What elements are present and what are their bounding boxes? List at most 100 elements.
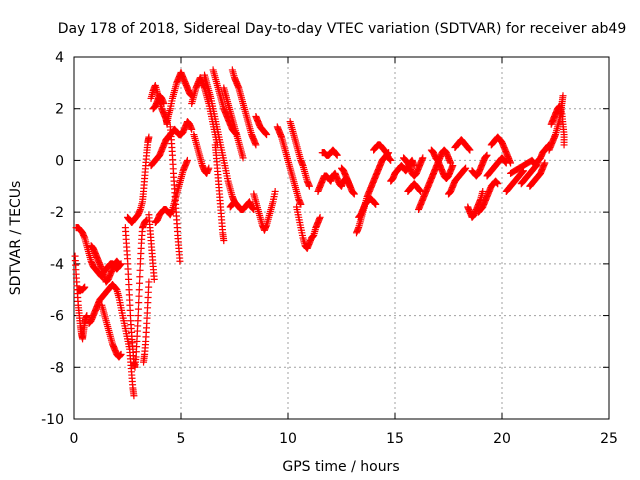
data-point — [145, 133, 153, 141]
series-sat-c — [74, 283, 89, 294]
series-sat-u — [220, 84, 247, 162]
data-point — [297, 200, 305, 208]
grid-lines — [74, 57, 609, 419]
y-tick-label: 2 — [55, 102, 64, 118]
series-sat-at — [487, 133, 515, 167]
data-point — [559, 92, 567, 100]
data-point — [333, 151, 341, 159]
x-tick-label: 5 — [177, 431, 186, 447]
data-point — [305, 182, 313, 190]
series-sat-ab — [293, 203, 324, 252]
series-sat-z — [273, 123, 305, 208]
x-tick-label: 20 — [493, 431, 511, 447]
series-sat-ar — [474, 177, 502, 216]
x-tick-label: 15 — [386, 431, 404, 447]
series-sat-t — [211, 141, 228, 245]
data-point — [350, 190, 358, 198]
series-sat-an — [445, 164, 470, 198]
series-sat-n — [149, 92, 168, 113]
y-tick-label: -4 — [50, 257, 64, 273]
y-axis-label: SDTVAR / TECUs — [8, 181, 24, 296]
plot-frame — [73, 56, 610, 420]
y-tick-label: 0 — [55, 153, 64, 169]
data-point — [449, 162, 457, 170]
data-point — [560, 141, 568, 149]
data-point — [263, 131, 271, 139]
data-point — [205, 164, 213, 172]
data-point — [136, 266, 144, 274]
series-sat-b — [71, 252, 91, 343]
data-point — [136, 279, 144, 287]
data-markers — [71, 66, 568, 400]
data-point — [160, 100, 168, 108]
series-sat-d — [85, 281, 138, 400]
series-sat-x — [252, 112, 271, 139]
data-point — [479, 187, 487, 195]
x-tick-label: 25 — [600, 431, 618, 447]
series-sat-ae — [338, 164, 358, 198]
y-tick-label: 4 — [55, 50, 64, 66]
series-sat-az — [547, 102, 568, 149]
series-sat-au — [502, 167, 527, 195]
data-point — [140, 358, 148, 366]
data-point — [81, 283, 89, 291]
data-point — [150, 275, 158, 283]
data-point — [239, 154, 247, 162]
data-point — [117, 350, 125, 358]
data-point — [541, 159, 549, 167]
data-point — [252, 141, 260, 149]
series-sat-q — [190, 131, 213, 177]
data-point — [135, 299, 143, 307]
x-tick-label: 10 — [279, 431, 297, 447]
series-sat-am — [427, 146, 457, 183]
series-sat-e — [87, 242, 123, 286]
series-sat-ad — [318, 146, 341, 159]
data-point — [316, 213, 324, 221]
data-point — [188, 125, 196, 133]
series-sat-y — [250, 187, 279, 234]
data-point — [271, 187, 279, 195]
series-sat-ah — [370, 141, 395, 164]
data-point — [494, 180, 502, 188]
series-sat-j — [145, 211, 158, 283]
series-sat-v — [228, 66, 260, 149]
series-sat-f — [98, 301, 125, 361]
y-tick-label: -6 — [50, 309, 64, 325]
x-tick-label: 0 — [70, 431, 79, 447]
series-sat-l — [151, 156, 191, 226]
data-point — [135, 286, 143, 294]
data-point — [419, 154, 427, 162]
series-sat-w — [226, 198, 258, 214]
series-sat-g — [121, 216, 151, 371]
data-point — [387, 156, 395, 164]
data-point — [136, 273, 144, 281]
series-sat-aq — [468, 151, 491, 180]
series-sat-ag — [355, 195, 380, 221]
series-sat-as — [483, 154, 510, 180]
data-point — [83, 312, 91, 320]
y-tick-label: -10 — [41, 412, 64, 428]
data-point — [462, 164, 470, 172]
data-point — [130, 392, 138, 400]
data-point — [220, 237, 228, 245]
series-sat-aa — [286, 118, 313, 190]
data-point — [134, 305, 142, 313]
data-point — [507, 159, 515, 167]
data-point — [176, 257, 184, 265]
data-point — [483, 151, 491, 159]
series-sat-aj — [400, 154, 427, 180]
data-point — [134, 312, 142, 320]
y-tick-label: -8 — [50, 360, 64, 376]
data-point — [183, 156, 191, 164]
axis-ticks: 0 5 10 15 20 25 -10 -8 -6 -4 -2 0 2 4 — [41, 50, 618, 447]
series-sat-o — [166, 123, 184, 265]
series-sat-i — [140, 278, 153, 366]
series-sat-r — [201, 71, 238, 206]
data-point — [466, 146, 474, 154]
data-point — [115, 260, 123, 268]
data-point — [372, 200, 380, 208]
series-sat-ao — [451, 136, 474, 154]
y-tick-label: -2 — [50, 205, 64, 221]
